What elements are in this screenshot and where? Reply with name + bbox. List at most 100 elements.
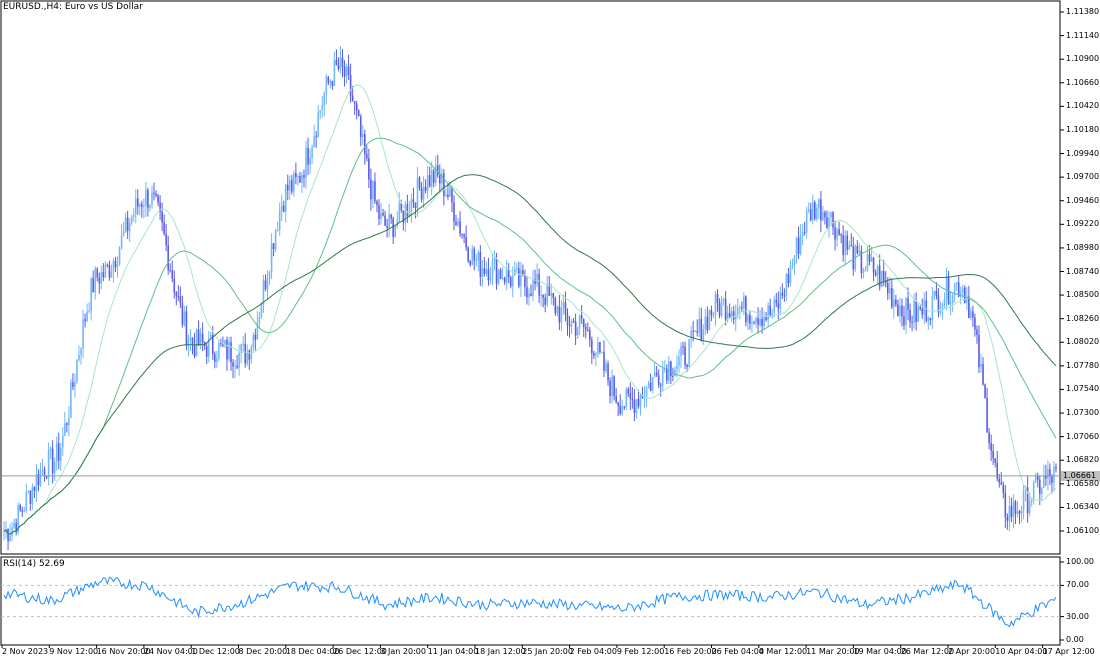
candle-body <box>183 311 186 325</box>
candle-body <box>7 528 9 541</box>
candle-body <box>465 236 467 248</box>
candle-body <box>244 343 247 364</box>
candle-body <box>317 112 319 137</box>
chart-title: EURUSD.,H4: Euro vs US Dollar <box>3 2 143 12</box>
candle-body <box>493 258 496 262</box>
candle-body <box>653 372 656 378</box>
candle-body <box>984 384 986 398</box>
candle-body <box>603 351 605 371</box>
candle-body <box>293 172 295 192</box>
candle-body <box>438 175 441 184</box>
candle-body <box>193 344 196 357</box>
candle-body <box>207 337 210 357</box>
candle-body <box>522 270 524 276</box>
candle-body <box>716 294 719 304</box>
candle-body <box>55 443 58 462</box>
candle-body <box>29 491 32 504</box>
candle-body <box>694 331 696 333</box>
candle-body <box>1018 511 1021 514</box>
candle-body <box>1032 482 1035 500</box>
candle-body <box>953 284 956 296</box>
candle-body <box>828 217 830 229</box>
candle-body <box>542 295 544 298</box>
candle-body <box>374 181 376 202</box>
candle-body <box>505 268 508 283</box>
candle-body <box>274 230 277 250</box>
rsi-tick-label: 0.00 <box>1066 635 1084 644</box>
candle-body <box>252 334 255 348</box>
price-tick-label: 1.08500 <box>1066 290 1100 300</box>
candle-body <box>582 318 585 328</box>
ma-mid-line <box>3 137 1057 535</box>
candle-body <box>491 261 494 279</box>
candle-body <box>232 362 234 367</box>
candle-body <box>72 382 74 387</box>
candle-body <box>570 321 573 327</box>
candle-body <box>195 329 198 357</box>
candle-body <box>597 342 599 354</box>
candle-body <box>289 180 291 191</box>
candle-body <box>524 275 526 288</box>
candle-body <box>1000 482 1003 485</box>
candle-body <box>41 469 44 471</box>
candle-body <box>858 250 861 254</box>
candle-body <box>151 192 153 205</box>
candle-body <box>562 302 565 308</box>
candle-body <box>1006 517 1009 521</box>
candle-body <box>424 186 427 191</box>
candle-body <box>31 487 34 504</box>
candle-body <box>974 317 976 330</box>
candle-body <box>728 312 731 317</box>
candle-body <box>621 406 624 414</box>
candle-body <box>400 203 403 211</box>
candle-body <box>434 165 437 183</box>
candle-body <box>112 260 115 272</box>
candle-body <box>118 248 121 265</box>
candle-body <box>990 443 992 451</box>
candle-body <box>441 173 443 184</box>
candle-body <box>361 133 364 138</box>
candle-body <box>102 272 105 278</box>
candle-body <box>872 257 875 273</box>
candle-body <box>295 172 297 178</box>
candle-body <box>507 268 510 278</box>
candle-body <box>124 217 127 232</box>
candle-body <box>104 264 107 278</box>
price-tick-label: 1.08740 <box>1066 266 1100 276</box>
candle-body <box>149 204 151 208</box>
candle-body <box>224 339 226 346</box>
candle-body <box>1034 475 1037 483</box>
candle-body <box>84 319 86 322</box>
candle-body <box>382 213 384 216</box>
candle-body <box>813 202 816 219</box>
candle-body <box>856 245 859 254</box>
candle-body <box>17 505 19 533</box>
candle-body <box>402 210 405 223</box>
candle-body <box>684 346 686 365</box>
candle-body <box>497 269 500 284</box>
candle-body <box>422 186 425 200</box>
candle-body <box>457 221 459 226</box>
candle-body <box>376 201 378 206</box>
candle-body <box>816 207 818 219</box>
candle-body <box>584 327 587 330</box>
candle-body <box>803 232 806 234</box>
candle-body <box>710 310 713 316</box>
candle-body <box>23 510 26 512</box>
price-pane-frame <box>0 0 1061 555</box>
candle-body <box>860 250 863 273</box>
candle-body <box>866 254 869 269</box>
candle-body <box>155 193 157 196</box>
candle-body <box>913 301 915 323</box>
current-price-tag: 1.06661 <box>1061 470 1100 481</box>
candle-body <box>173 278 176 293</box>
candle-body <box>631 398 634 400</box>
candle-body <box>838 229 840 235</box>
candle-body <box>220 342 222 344</box>
candle-body <box>943 298 946 304</box>
candle-body <box>966 296 968 303</box>
candle-body <box>745 296 747 323</box>
candle-body <box>211 334 214 355</box>
